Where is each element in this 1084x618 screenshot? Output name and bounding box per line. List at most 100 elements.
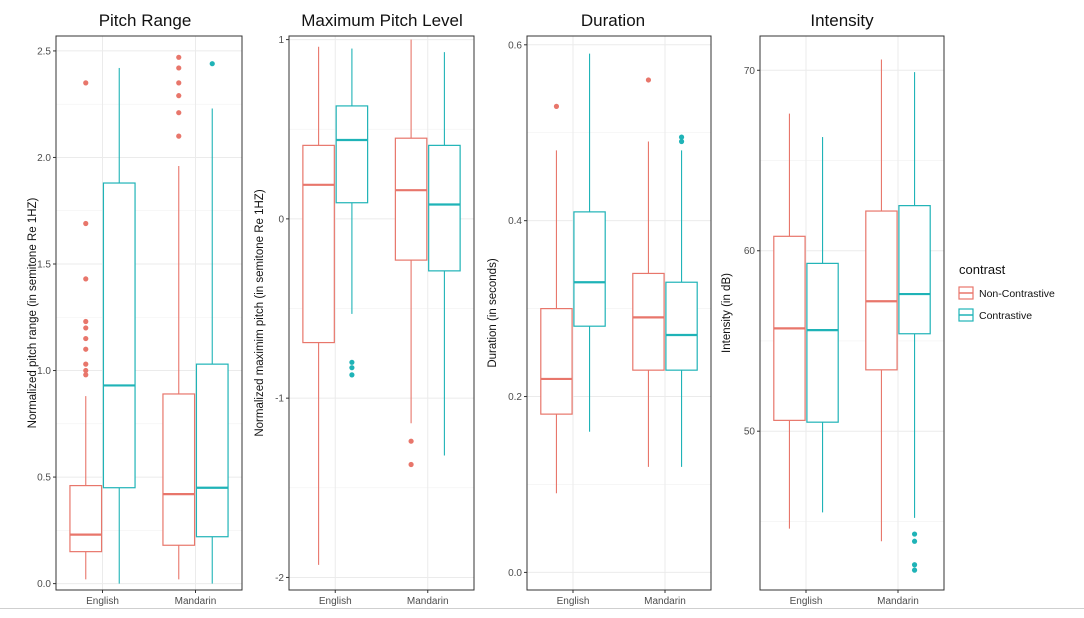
y-tick-label: 2.0 (37, 153, 51, 164)
outlier-point (911, 567, 918, 573)
iqr-box (394, 137, 428, 261)
y-tick-label: 0.0 (508, 568, 522, 579)
iqr-box (69, 484, 103, 553)
box-contrastive-english (806, 137, 839, 513)
box-non-contrastive-mandarin (162, 54, 196, 580)
panel-maximum-pitch-level: Maximum Pitch Level Normalized maximim pi… (254, 11, 475, 607)
outlier-point (911, 562, 918, 568)
outlier-point (911, 531, 918, 537)
y-tick-label: 60 (744, 246, 756, 257)
panel-border (759, 35, 945, 591)
box-non-contrastive-mandarin (632, 77, 665, 467)
panel-duration: Duration Duration (in seconds) 0.0 0.2 0.4 0.… (487, 11, 712, 607)
panel-title: Pitch Range (99, 11, 192, 30)
outlier-point (176, 133, 182, 139)
x-tick-label: English (790, 596, 823, 607)
box-contrastive-english (102, 67, 136, 584)
outlier-point (678, 138, 685, 145)
bottom-rule (0, 608, 1084, 609)
outlier-point (83, 335, 89, 342)
legend-item-contrastive: Contrastive (958, 308, 1032, 322)
y-tick-label: 50 (744, 427, 756, 438)
panel-pitch-range: Pitch Range Normalized pitch range (in se… (27, 11, 243, 607)
outlier-point (176, 110, 182, 116)
y-tick-label: 1.5 (37, 259, 51, 270)
box-non-contrastive-english (773, 113, 806, 529)
outlier-point (209, 61, 215, 67)
x-tick-label: English (557, 596, 590, 607)
legend-label-non-contrastive: Non-Contrastive (979, 288, 1055, 300)
box-contrastive-mandarin (195, 61, 229, 584)
outlier-point (408, 461, 414, 468)
box-contrastive-english (573, 53, 606, 432)
x-tick-label: Mandarin (877, 596, 919, 607)
y-tick-label: -1 (275, 394, 284, 405)
iqr-box (865, 210, 898, 371)
legend: contrast Non-Contrastive Contrastive (958, 262, 1055, 322)
iqr-box (632, 272, 665, 371)
box-non-contrastive-english (69, 80, 103, 580)
iqr-box (102, 182, 136, 489)
y-tick-label: 1.0 (37, 366, 51, 377)
outlier-point (678, 134, 685, 140)
outlier-point (83, 80, 89, 86)
outlier-point (83, 276, 89, 282)
outlier-point (553, 103, 560, 109)
box-contrastive-mandarin (428, 52, 461, 456)
y-tick-label: 0.4 (508, 216, 522, 227)
outlier-point (176, 65, 182, 71)
outlier-point (83, 325, 89, 331)
outlier-point (176, 80, 182, 86)
y-axis-label: Normalized pitch range (in semitone Re 1… (27, 197, 39, 428)
legend-label-contrastive: Contrastive (979, 310, 1032, 322)
panel-title: Duration (581, 11, 645, 30)
legend-item-non-contrastive: Non-Contrastive (958, 286, 1055, 300)
box-non-contrastive-english (302, 46, 335, 565)
iqr-box (162, 393, 196, 546)
outlier-point (83, 318, 89, 325)
outlier-point (83, 220, 89, 227)
y-tick-label: 2.5 (37, 46, 51, 57)
box-contrastive-mandarin (898, 72, 931, 573)
iqr-box (302, 144, 335, 344)
x-tick-label: Mandarin (644, 596, 686, 607)
y-tick-label: 0.5 (37, 473, 51, 484)
outlier-point (349, 359, 355, 365)
y-tick-label: 0 (278, 214, 284, 225)
panel-border (288, 35, 475, 591)
panels: Pitch Range Normalized pitch range (in se… (27, 11, 945, 607)
outlier-point (176, 54, 182, 60)
outlier-point (83, 361, 89, 367)
box-non-contrastive-mandarin (865, 59, 898, 542)
iqr-box (428, 144, 461, 272)
outlier-point (83, 372, 89, 378)
x-tick-label: English (86, 596, 119, 607)
iqr-box (573, 211, 606, 327)
outlier-point (176, 93, 182, 99)
outlier-point (349, 372, 355, 378)
y-tick-label: 0.2 (508, 392, 522, 403)
y-tick-label: 0.0 (37, 579, 51, 590)
panel-title: Maximum Pitch Level (301, 11, 463, 30)
y-tick-label: 0.6 (508, 40, 522, 51)
y-tick-label: 1 (278, 35, 284, 46)
y-tick-label: 70 (744, 66, 756, 77)
box-non-contrastive-english (540, 103, 573, 494)
y-axis-label: Normalized maximim pitch (in semitone Re… (254, 189, 266, 436)
y-tick-label: -2 (275, 573, 284, 584)
iqr-box (665, 281, 698, 371)
x-tick-label: English (319, 596, 352, 607)
panel-intensity: Intensity Intensity (in dB) 50 60 70 English M… (721, 11, 945, 607)
panel-title: Intensity (810, 11, 874, 30)
panel-border (526, 35, 712, 591)
outlier-point (83, 346, 89, 352)
x-tick-label: Mandarin (175, 596, 217, 607)
y-axis-label: Duration (in seconds) (487, 258, 499, 367)
outlier-point (911, 538, 918, 544)
iqr-box (540, 308, 573, 415)
box-contrastive-mandarin (665, 134, 698, 467)
iqr-box (195, 363, 229, 538)
outlier-point (408, 438, 414, 444)
panel-border (55, 35, 243, 591)
